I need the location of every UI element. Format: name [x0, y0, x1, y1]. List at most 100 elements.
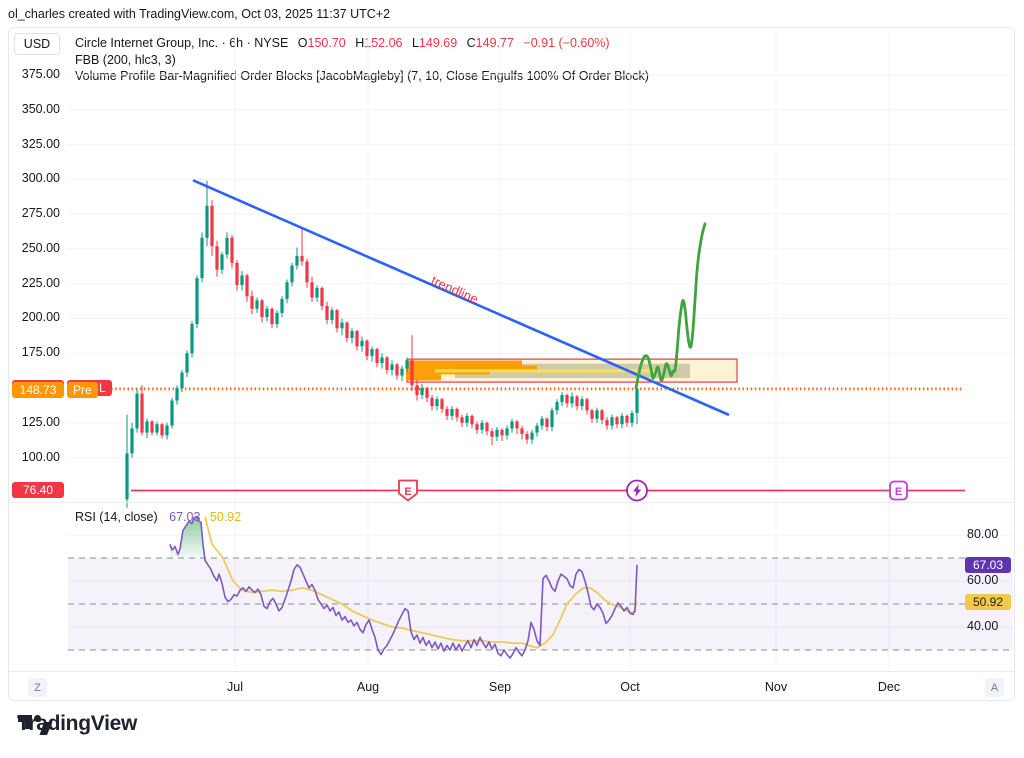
candle [630, 410, 634, 428]
candle [305, 258, 309, 288]
candle-body [185, 353, 189, 373]
rsi-title: RSI (14, close) [75, 510, 158, 524]
rsi-value-badge[interactable]: 50.92 [965, 593, 1011, 610]
candle-body [530, 432, 534, 440]
candle [440, 397, 444, 414]
candle-body [520, 428, 524, 434]
candle [240, 271, 244, 291]
candle [175, 385, 179, 405]
month-label-oct[interactable]: Oct [620, 680, 640, 694]
currency-selector[interactable]: USD [14, 33, 60, 55]
candle-body [320, 287, 324, 306]
price-badge-tag[interactable]: Pre [67, 381, 98, 398]
candle [130, 422, 134, 458]
candle [400, 365, 404, 382]
candle-body [170, 400, 174, 426]
candle-body [470, 415, 474, 425]
candle [485, 421, 489, 436]
event-box [889, 480, 908, 501]
candle-body [205, 205, 209, 238]
candle-body [165, 425, 169, 436]
month-label-aug[interactable]: Aug [356, 680, 380, 694]
rsi-tick-label: 40.00 [967, 619, 999, 633]
candle-body [145, 421, 149, 433]
candle [285, 279, 289, 304]
candle [375, 347, 379, 368]
lightning-marker[interactable] [626, 479, 648, 502]
low-value: 149.69 [418, 36, 458, 50]
rsi-ma-value: 50.92 [209, 510, 242, 524]
tradingview-logo-icon [18, 715, 53, 735]
shield-letter: E [404, 486, 411, 498]
candle [235, 260, 239, 291]
open-value: 150.70 [307, 36, 346, 50]
candle-body [595, 410, 599, 419]
price-badge[interactable]: 148.73 [12, 381, 64, 398]
candle-body [460, 417, 464, 423]
candle [425, 386, 429, 402]
candle-body [465, 415, 469, 423]
rsi-tick-label: 60.00 [967, 573, 999, 587]
candle [200, 232, 204, 283]
candle-body [575, 396, 579, 407]
rsi-overbought-fill [170, 516, 205, 561]
candle [250, 290, 254, 315]
candle-body [625, 415, 629, 423]
pane-separator[interactable] [9, 502, 1014, 503]
candle [140, 385, 144, 436]
indicator-legend-fbb[interactable]: FBB (200, hlc3, 3) [75, 53, 176, 67]
candle [390, 360, 394, 376]
rsi-legend[interactable]: RSI (14, close) 67.03 50.92 [75, 510, 241, 524]
candle-body [355, 331, 359, 347]
candle [125, 414, 129, 508]
shield-e-marker[interactable]: E [398, 479, 418, 502]
candle [355, 329, 359, 351]
price-tick-label: 300.00 [21, 171, 60, 186]
candle [135, 388, 139, 433]
month-label-nov[interactable]: Nov [764, 680, 788, 694]
candle-body [415, 385, 419, 396]
rsi-value-badge[interactable]: 67.03 [965, 556, 1011, 573]
rsi-ma-line [204, 516, 638, 649]
candle [150, 420, 154, 436]
order-block-indicator [406, 358, 738, 383]
candle-body [330, 310, 334, 320]
candle [385, 356, 389, 375]
candle [335, 308, 339, 333]
candle [255, 297, 259, 313]
event-letter: E [895, 486, 902, 498]
price-tick-label: 200.00 [21, 310, 60, 325]
candle-body [195, 278, 199, 325]
candle-body [485, 422, 489, 432]
candle-body [210, 205, 214, 247]
candle [570, 392, 574, 408]
projection-drawing[interactable] [634, 222, 707, 390]
candle [615, 415, 619, 429]
candle-body [125, 453, 129, 500]
candle [230, 235, 234, 269]
candle-body [155, 424, 159, 433]
candle [460, 414, 464, 428]
open-letter: O [297, 36, 308, 50]
candle [435, 396, 439, 411]
candle [295, 247, 299, 270]
candle-body [610, 417, 614, 426]
price-badge[interactable]: 76.40 [12, 482, 64, 499]
month-label-jul[interactable]: Jul [227, 680, 243, 694]
price-tick-label: 175.00 [21, 345, 60, 360]
candle-body [365, 340, 369, 357]
projection-path[interactable] [634, 222, 707, 390]
candle-body [260, 300, 264, 318]
tradingview-logo[interactable]: TradingView [17, 712, 137, 736]
price-tick-label: 375.00 [21, 67, 60, 81]
month-label-sep[interactable]: Sep [488, 680, 512, 694]
autoscale-button[interactable]: A [985, 678, 1004, 697]
candle-body [500, 429, 504, 436]
month-label-dec[interactable]: Dec [877, 680, 901, 694]
price-tick-label: 275.00 [21, 206, 60, 221]
candle-body [620, 415, 624, 425]
box-e-marker[interactable]: E [884, 480, 908, 501]
indicator-legend-volume-profile[interactable]: Volume Profile Bar-Magnified Order Block… [75, 69, 649, 83]
timezone-button[interactable]: Z [28, 678, 47, 697]
